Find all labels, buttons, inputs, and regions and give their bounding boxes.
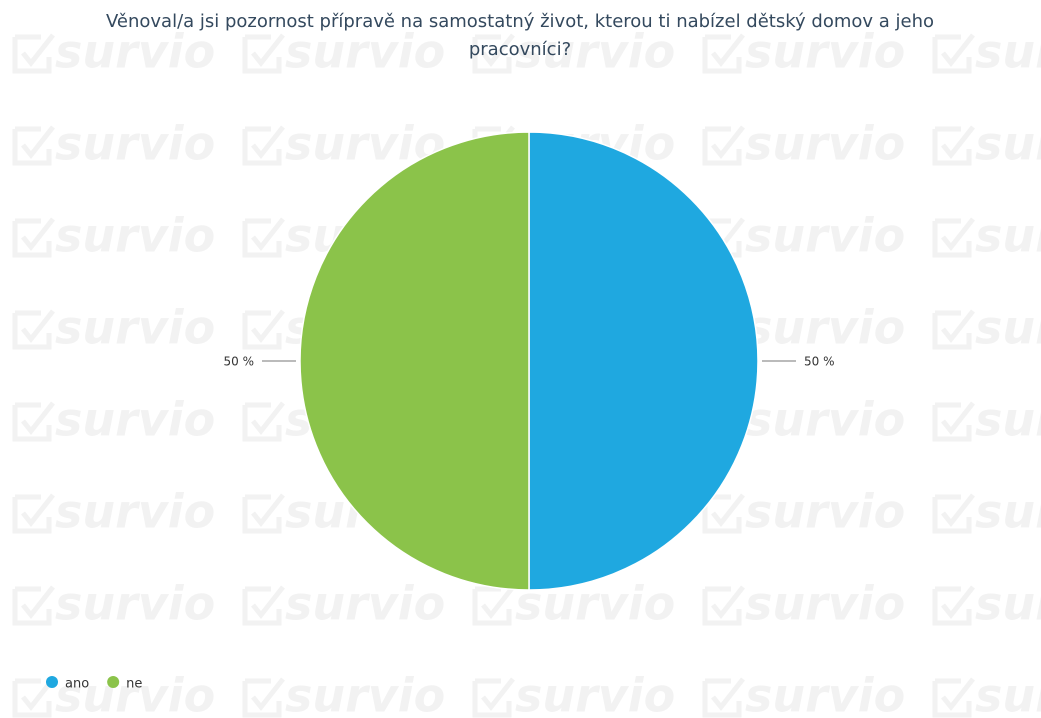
watermark-check (932, 217, 975, 258)
watermark-check (12, 125, 55, 166)
watermark: survio (745, 209, 905, 263)
watermark-check (932, 125, 975, 166)
watermark: survio (745, 485, 905, 539)
watermark: survio (745, 577, 905, 631)
legend-swatch (107, 676, 120, 688)
watermark-check (932, 401, 975, 442)
watermark-check (242, 217, 285, 258)
pie-slice (299, 131, 530, 591)
watermark: survio (55, 669, 215, 718)
watermark: survio (745, 25, 905, 79)
watermark: survio (975, 117, 1041, 171)
watermark: survio (975, 669, 1041, 718)
watermark-check (472, 585, 515, 626)
watermark-check (12, 33, 55, 74)
watermark-check (472, 33, 515, 74)
watermark: survio (515, 25, 675, 79)
watermark-check (702, 677, 745, 718)
watermark: survio (55, 301, 215, 355)
watermark: survio (515, 669, 675, 718)
watermark: survio (55, 485, 215, 539)
watermark-check (12, 585, 55, 626)
watermark-check (242, 401, 285, 442)
watermark: survio (975, 25, 1041, 79)
data-label: 50 % (224, 355, 255, 369)
watermark: survio (55, 577, 215, 631)
watermark-check (702, 125, 745, 166)
watermark-check (12, 401, 55, 442)
watermark-check (242, 33, 285, 74)
watermark-check (242, 585, 285, 626)
watermark-check (12, 309, 55, 350)
watermark-check (12, 677, 55, 718)
watermark-check (702, 585, 745, 626)
legend-label: ne (126, 677, 142, 692)
watermark-check (242, 677, 285, 718)
watermark: survio (285, 669, 445, 718)
watermark-check (932, 493, 975, 534)
watermark: survio (975, 485, 1041, 539)
watermark: survio (745, 393, 905, 447)
watermark-check (242, 125, 285, 166)
data-label: 50 % (804, 355, 835, 369)
watermark: survio (55, 25, 215, 79)
watermark-check (932, 677, 975, 718)
watermark: survio (975, 577, 1041, 631)
watermark: survio (975, 301, 1041, 355)
watermark: survio (745, 117, 905, 171)
watermark: survio (55, 117, 215, 171)
watermark-check (932, 585, 975, 626)
legend-swatch (46, 676, 58, 688)
chart-title: Věnoval/a jsi pozornost přípravě na samo… (105, 11, 935, 60)
watermark: survio (975, 209, 1041, 263)
pie-slice (528, 131, 759, 591)
watermark: survio (285, 577, 445, 631)
watermark-check (12, 493, 55, 534)
watermark: survio (975, 393, 1041, 447)
watermark: survio (55, 209, 215, 263)
watermark: survio (745, 301, 905, 355)
legend-label: ano (65, 677, 89, 692)
watermark: survio (285, 25, 445, 79)
watermark: survio (55, 393, 215, 447)
watermark-check (12, 217, 55, 258)
watermark-check (242, 493, 285, 534)
watermark: survio (745, 669, 905, 718)
watermark-check (242, 309, 285, 350)
watermark-check (472, 677, 515, 718)
watermark-check (932, 33, 975, 74)
watermark-check (702, 33, 745, 74)
watermark-check (932, 309, 975, 350)
